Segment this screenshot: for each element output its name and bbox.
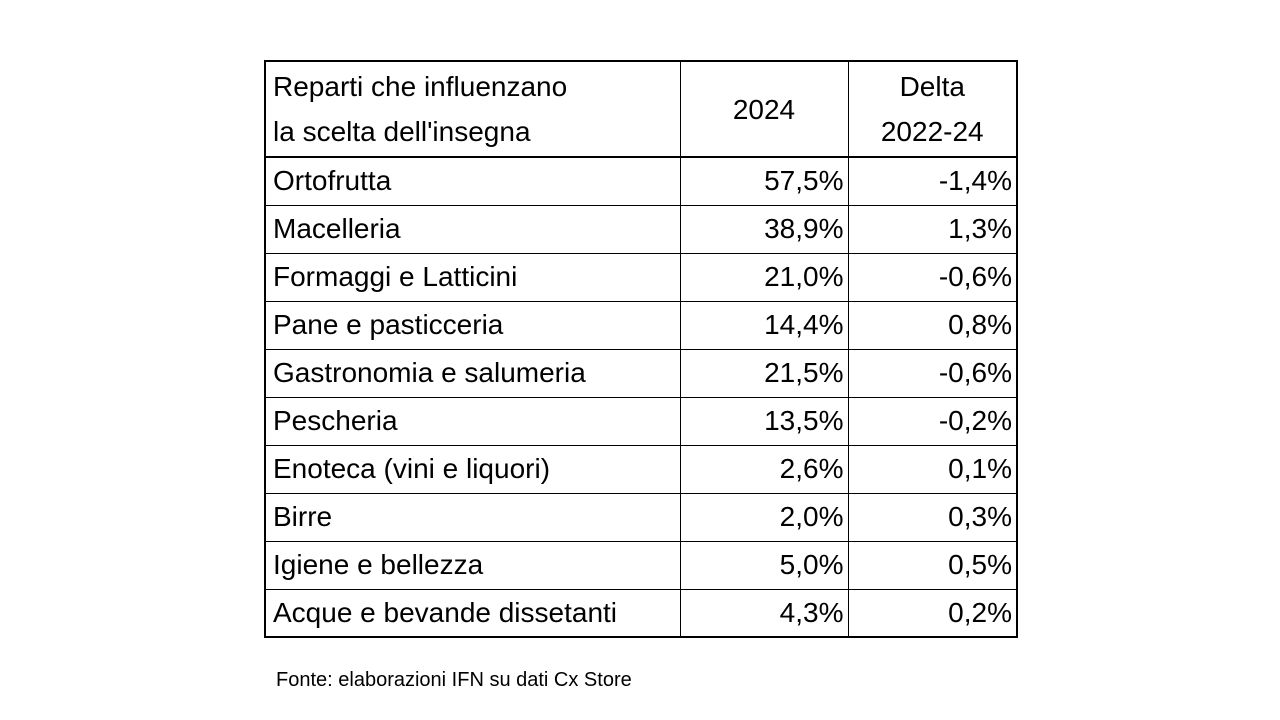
row-delta: 0,3% <box>847 492 1018 542</box>
row-delta: -0,6% <box>847 252 1018 302</box>
row-delta: 0,8% <box>847 300 1018 350</box>
table-row: Enoteca (vini e liquori) 2,6% 0,1% <box>264 444 1018 494</box>
table-row: Macelleria 38,9% 1,3% <box>264 204 1018 254</box>
row-delta: -0,2% <box>847 396 1018 446</box>
row-value-2024: 38,9% <box>679 204 849 254</box>
row-label: Birre <box>264 492 681 542</box>
table-row: Ortofrutta 57,5% -1,4% <box>264 156 1018 206</box>
row-value-2024: 2,6% <box>679 444 849 494</box>
source-note: Fonte: elaborazioni IFN su dati Cx Store <box>276 669 632 691</box>
row-label: Pane e pasticceria <box>264 300 681 350</box>
header-departments-line1: Reparti che influenzano <box>273 71 568 102</box>
header-delta-line1: Delta <box>899 71 965 102</box>
row-delta: 0,1% <box>847 444 1018 494</box>
table-row: Pescheria 13,5% -0,2% <box>264 396 1018 446</box>
table-row: Pane e pasticceria 14,4% 0,8% <box>264 300 1018 350</box>
row-label: Pescheria <box>264 396 681 446</box>
row-delta: 0,5% <box>847 540 1018 590</box>
row-label: Formaggi e Latticini <box>264 252 681 302</box>
table-row: Birre 2,0% 0,3% <box>264 492 1018 542</box>
header-delta: Delta 2022-24 <box>847 60 1018 158</box>
row-label: Macelleria <box>264 204 681 254</box>
row-delta: 0,2% <box>847 588 1018 638</box>
table-row: Gastronomia e salumeria 21,5% -0,6% <box>264 348 1018 398</box>
table-row: Formaggi e Latticini 21,0% -0,6% <box>264 252 1018 302</box>
row-value-2024: 14,4% <box>679 300 849 350</box>
table-row: Acque e bevande dissetanti 4,3% 0,2% <box>264 588 1018 638</box>
row-delta: -1,4% <box>847 156 1018 206</box>
row-label: Enoteca (vini e liquori) <box>264 444 681 494</box>
table-row: Igiene e bellezza 5,0% 0,5% <box>264 540 1018 590</box>
row-value-2024: 5,0% <box>679 540 849 590</box>
row-label: Ortofrutta <box>264 156 681 206</box>
row-value-2024: 21,5% <box>679 348 849 398</box>
header-row: Reparti che influenzano la scelta dell'i… <box>264 60 1018 158</box>
header-departments-line2: la scelta dell'insegna <box>273 116 531 147</box>
row-label: Acque e bevande dissetanti <box>264 588 681 638</box>
header-2024: 2024 <box>679 60 849 158</box>
row-label: Igiene e bellezza <box>264 540 681 590</box>
departments-table: Reparti che influenzano la scelta dell'i… <box>264 60 1018 638</box>
row-value-2024: 2,0% <box>679 492 849 542</box>
header-departments: Reparti che influenzano la scelta dell'i… <box>264 60 681 158</box>
row-value-2024: 57,5% <box>679 156 849 206</box>
row-delta: -0,6% <box>847 348 1018 398</box>
row-value-2024: 13,5% <box>679 396 849 446</box>
row-label: Gastronomia e salumeria <box>264 348 681 398</box>
header-delta-line2: 2022-24 <box>880 116 984 147</box>
row-delta: 1,3% <box>847 204 1018 254</box>
row-value-2024: 21,0% <box>679 252 849 302</box>
row-value-2024: 4,3% <box>679 588 849 638</box>
